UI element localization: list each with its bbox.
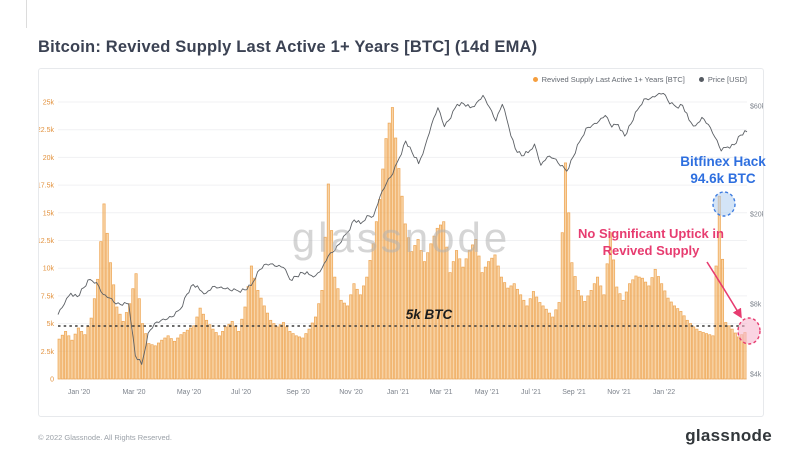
x-axis-tick: Jan '22 (653, 389, 675, 396)
annotation-bitfinex-line2: 94.6k BTC (690, 171, 756, 186)
left-axis-tick: 0 (50, 377, 54, 384)
copyright-text: © 2022 Glassnode. All Rights Reserved. (38, 433, 172, 442)
legend-label-revived-supply: Revived Supply Last Active 1+ Years [BTC… (541, 75, 685, 84)
legend-item-price[interactable]: Price [USD] (698, 75, 747, 84)
right-axis-tick: $8k (750, 302, 762, 309)
x-axis-tick: Nov '20 (339, 389, 363, 396)
uptick-circle (737, 317, 761, 345)
x-axis-tick: Nov '21 (607, 389, 631, 396)
x-axis-labels: Jan '20 Mar '20 May '20 Jul '20 Sep '20 Nov '… (68, 389, 675, 396)
glassnode-logo[interactable]: glassnode (685, 426, 772, 445)
x-axis-tick: Jan '21 (387, 389, 409, 396)
right-axis-tick: $20k (750, 212, 763, 219)
annotation-no-uptick-line2: Revived Supply (602, 242, 700, 258)
left-axis-tick: 7.5k (41, 293, 55, 300)
left-axis-tick: 5k (47, 321, 55, 328)
watermark: glassnode (291, 214, 511, 261)
left-edge-divider (26, 0, 27, 28)
left-axis-tick: 17.5k (39, 183, 54, 190)
left-axis-labels: 25k 22.5k 20k 17.5k 15k 12.5k 10k 7.5k 5k 2.5k 0 (39, 100, 54, 384)
left-axis-tick: 15k (43, 210, 55, 217)
annotation-5k-btc: 5k BTC (405, 307, 453, 322)
x-axis-tick: Sep '20 (286, 389, 310, 396)
chart-card: Revived Supply Last Active 1+ Years [BTC… (38, 68, 766, 417)
annotation-no-uptick-line1: No Significant Uptick in (578, 226, 724, 241)
x-axis-tick: Jul '21 (521, 389, 541, 396)
legend-item-revived-supply[interactable]: Revived Supply Last Active 1+ Years [BTC… (532, 75, 685, 84)
left-axis-tick: 10k (43, 266, 55, 273)
legend-label-price: Price [USD] (707, 75, 747, 84)
page-title: Bitcoin: Revived Supply Last Active 1+ Y… (38, 38, 538, 57)
gray-dot-icon (698, 77, 704, 82)
left-axis-tick: 2.5k (41, 349, 55, 356)
x-axis-tick: May '20 (177, 389, 201, 396)
left-axis-tick: 12.5k (39, 238, 54, 245)
chart-legend: Revived Supply Last Active 1+ Years [BTC… (532, 75, 747, 84)
right-axis-labels: $60k $20k $8k $4k (750, 104, 763, 379)
orange-dot-icon (532, 77, 538, 82)
x-axis-tick: Sep '21 (562, 389, 586, 396)
uptick-arrow (706, 261, 742, 319)
right-axis-tick: $4k (750, 372, 762, 379)
annotation-no-uptick: No Significant Uptick in Revived Supply (551, 226, 751, 259)
right-axis-tick: $60k (750, 104, 763, 111)
x-axis-tick: Mar '20 (122, 389, 145, 396)
bitfinex-circle (712, 191, 736, 217)
left-axis-tick: 20k (43, 155, 55, 162)
left-axis-tick: 22.5k (39, 127, 54, 134)
x-axis-tick: Mar '21 (429, 389, 452, 396)
x-axis-tick: Jan '20 (68, 389, 90, 396)
left-axis-tick: 25k (43, 100, 55, 107)
x-axis-tick: May '21 (475, 389, 499, 396)
annotation-bitfinex: Bitfinex Hack 94.6k BTC (638, 153, 800, 187)
x-axis-tick: Jul '20 (231, 389, 251, 396)
annotation-bitfinex-line1: Bitfinex Hack (680, 154, 766, 169)
